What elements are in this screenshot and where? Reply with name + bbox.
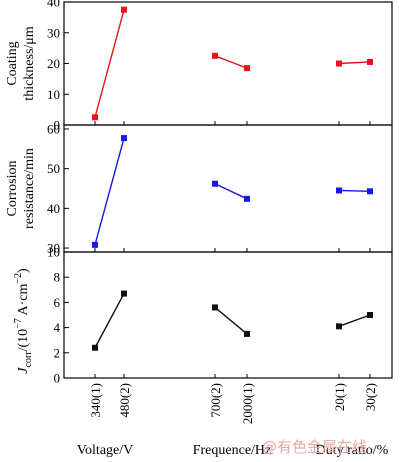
data-point bbox=[121, 6, 127, 13]
data-point bbox=[244, 65, 250, 72]
x-tick-label: 480(2) bbox=[117, 383, 132, 418]
data-point bbox=[92, 344, 98, 351]
data-point bbox=[212, 180, 218, 187]
y-axis-label: Jcorr/(10−7 A·cm−2) bbox=[13, 268, 34, 374]
y-axis-label-line2: resistance/min bbox=[22, 148, 37, 229]
series-line bbox=[94, 293, 125, 349]
y-tick-label: 40 bbox=[47, 0, 60, 10]
panel-2: 30 40 50 60 Corrosion resistance/min bbox=[5, 121, 393, 256]
y-tick-label: 60 bbox=[47, 121, 60, 136]
y-tick-label: 10 bbox=[47, 245, 60, 260]
y-tick-label: 40 bbox=[47, 201, 60, 216]
x-group-label: Voltage/V bbox=[77, 443, 134, 458]
data-point bbox=[212, 52, 218, 59]
x-tick-label: 700(2) bbox=[208, 383, 223, 418]
y-axis-label-line2: thickness/μm bbox=[22, 26, 37, 100]
y-tick-label: 30 bbox=[47, 241, 60, 256]
y-tick-label: 6 bbox=[54, 295, 61, 310]
series-line bbox=[214, 55, 248, 69]
data-point bbox=[367, 188, 373, 195]
x-group-label: Duty ratio/% bbox=[316, 443, 389, 458]
panel-1: 0 10 20 30 40 Coating thickness/μm bbox=[5, 0, 393, 133]
data-point bbox=[336, 60, 342, 67]
series-line bbox=[338, 61, 371, 65]
series-line bbox=[214, 306, 248, 335]
y-tick-label: 0 bbox=[54, 118, 61, 133]
data-point bbox=[244, 195, 250, 202]
series-line bbox=[338, 189, 371, 192]
panel-frame bbox=[63, 251, 393, 379]
y-tick-label: 0 bbox=[54, 371, 61, 386]
y-tick-label: 4 bbox=[54, 320, 61, 335]
data-point bbox=[244, 330, 250, 337]
panel-3: 0 2 4 6 8 10 Jcorr/(10−7 A·cm−2) bbox=[13, 245, 393, 386]
data-point bbox=[367, 58, 373, 65]
x-group-label: Frequence/Hz bbox=[193, 443, 272, 458]
data-point bbox=[121, 290, 127, 297]
series-line bbox=[338, 314, 371, 327]
panel-frame bbox=[63, 124, 393, 253]
data-point bbox=[336, 323, 342, 330]
series-line bbox=[94, 9, 125, 118]
data-point bbox=[121, 135, 127, 142]
x-tick-label: 340(1) bbox=[88, 383, 103, 418]
x-tick-label: 20(1) bbox=[332, 383, 347, 411]
y-tick-label: 10 bbox=[47, 87, 60, 102]
x-tick-label: 30(2) bbox=[363, 383, 378, 411]
data-point bbox=[336, 187, 342, 194]
data-point bbox=[212, 304, 218, 311]
y-tick-label: 2 bbox=[54, 345, 61, 360]
y-tick-label: 30 bbox=[47, 25, 60, 40]
y-axis-label-line1: Coating bbox=[5, 41, 20, 85]
data-point bbox=[92, 114, 98, 121]
series-line bbox=[214, 183, 248, 200]
series-line bbox=[94, 137, 125, 246]
data-point bbox=[367, 312, 373, 318]
watermark: @有色金属在线 bbox=[262, 438, 367, 456]
y-tick-label: 20 bbox=[47, 56, 60, 71]
x-tick-label: 2000(1) bbox=[240, 383, 255, 424]
y-tick-label: 8 bbox=[54, 270, 61, 285]
y-axis-label-line1: Corrosion bbox=[5, 161, 20, 217]
data-point bbox=[92, 241, 98, 248]
y-tick-label: 50 bbox=[47, 161, 60, 176]
